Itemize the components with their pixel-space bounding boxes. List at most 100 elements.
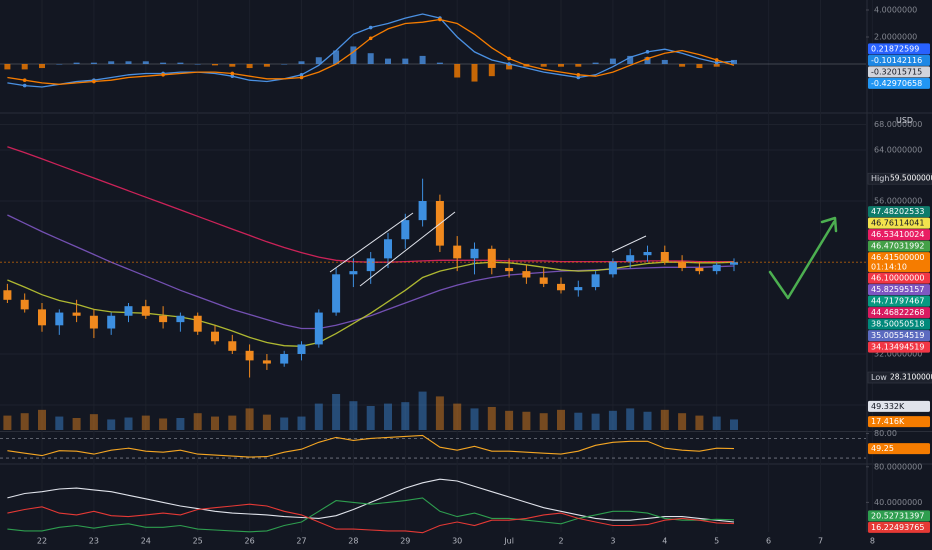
histogram-bar [540,64,547,67]
histogram-bar [609,58,616,64]
candle-body [159,315,168,323]
volume-bar [730,419,738,430]
macd-point [438,17,442,22]
volume-bar [626,408,635,430]
histogram-bar [194,64,201,65]
histogram-bar [177,62,184,64]
volume-bar [176,418,185,430]
candle-body [384,239,392,259]
volume-bar [522,411,531,430]
extreme-value: 59.5000000 [890,174,932,183]
candle-body [89,315,98,329]
candle-body [314,312,323,345]
histogram-bar [731,59,737,64]
candle-body [55,312,64,326]
volume-bar [280,417,289,430]
badge-label: 38.50050518 [871,320,924,329]
x-tick-label: Jul [503,537,514,546]
histogram-bar [644,57,651,64]
histogram-bar [627,55,634,64]
histogram-bar [713,64,720,67]
macd-point [299,75,304,80]
histogram-bar [436,62,443,64]
price-badge [868,66,930,78]
macd-point [230,71,235,76]
macd-point [230,74,235,78]
volume-bar [20,413,29,430]
candle-body [557,283,565,291]
volume-bar [211,416,219,430]
histogram-bar [56,64,63,65]
unit-label: USD [896,116,913,125]
macd-point [576,75,581,80]
candle-body [38,309,46,326]
volume-bar [574,412,583,430]
histogram-bar [160,62,167,64]
volume-bar [159,418,168,430]
candle-body [730,262,738,265]
macd-point [368,25,373,30]
extreme-badge [867,172,932,185]
volume-bar [695,415,704,430]
badge-label: 45.82595157 [871,285,924,294]
volume-bar [314,403,323,430]
trend-line [611,235,647,253]
badge-label: -0.10142116 [871,56,922,65]
candle-body [453,245,462,259]
histogram-bar [592,62,599,64]
candle-body [591,274,600,288]
x-tick-label: 24 [141,537,151,546]
volume-bar [470,408,479,430]
candle-body [522,271,531,278]
macd-point [714,60,719,65]
badge-label: 44.71797467 [871,297,924,306]
badge-label: -0.42970658 [871,79,922,88]
extreme-tag: High [871,174,889,183]
countdown-label: 01:14:10 [871,263,907,272]
x-tick-label: 7 [818,537,823,546]
macd-point [161,73,165,77]
badge-label: 0.21872599 [871,44,919,53]
y-tick-label: 56.0000000 [874,197,922,206]
candle-body [539,277,548,284]
histogram-bar [558,64,564,67]
histogram-bar [575,64,582,67]
forecast-arrow [768,216,838,300]
x-tick-label: 30 [452,537,462,546]
histogram-bar [385,58,391,64]
histogram-bar [298,61,305,64]
price-badge [868,510,930,522]
price-badge [868,307,930,319]
candle-body [72,312,81,316]
x-tick-label: 26 [245,537,255,546]
macd-point [507,56,511,61]
x-tick-label: 8 [870,537,875,546]
price-badge [868,318,930,330]
candle-body [349,271,358,275]
volume-bar [297,416,306,430]
histogram-bar [661,59,668,64]
macd-point [22,83,27,88]
badge-label: 46.10000000 [871,274,924,283]
macd-point [645,56,650,61]
x-tick-label: 28 [348,537,358,546]
volume-bar [557,409,565,430]
candle-body [574,287,583,291]
histogram-bar [229,64,236,67]
price-badge [868,217,930,229]
badge-label: 49.332K [871,402,905,411]
badge-label: 44.46822268 [871,308,924,317]
volume-bar [487,406,496,430]
x-tick-label: 2 [558,537,563,546]
price-badge [868,43,930,55]
x-tick-label: 23 [89,537,99,546]
histogram-bar [108,61,115,64]
candle-body [280,354,289,364]
histogram-bar [281,64,288,65]
drawings [329,211,838,300]
price-badge [868,416,930,428]
extreme-tag: Low [871,373,887,382]
histogram-bar [39,64,45,69]
y-tick-label: 4.0000000 [874,6,917,15]
